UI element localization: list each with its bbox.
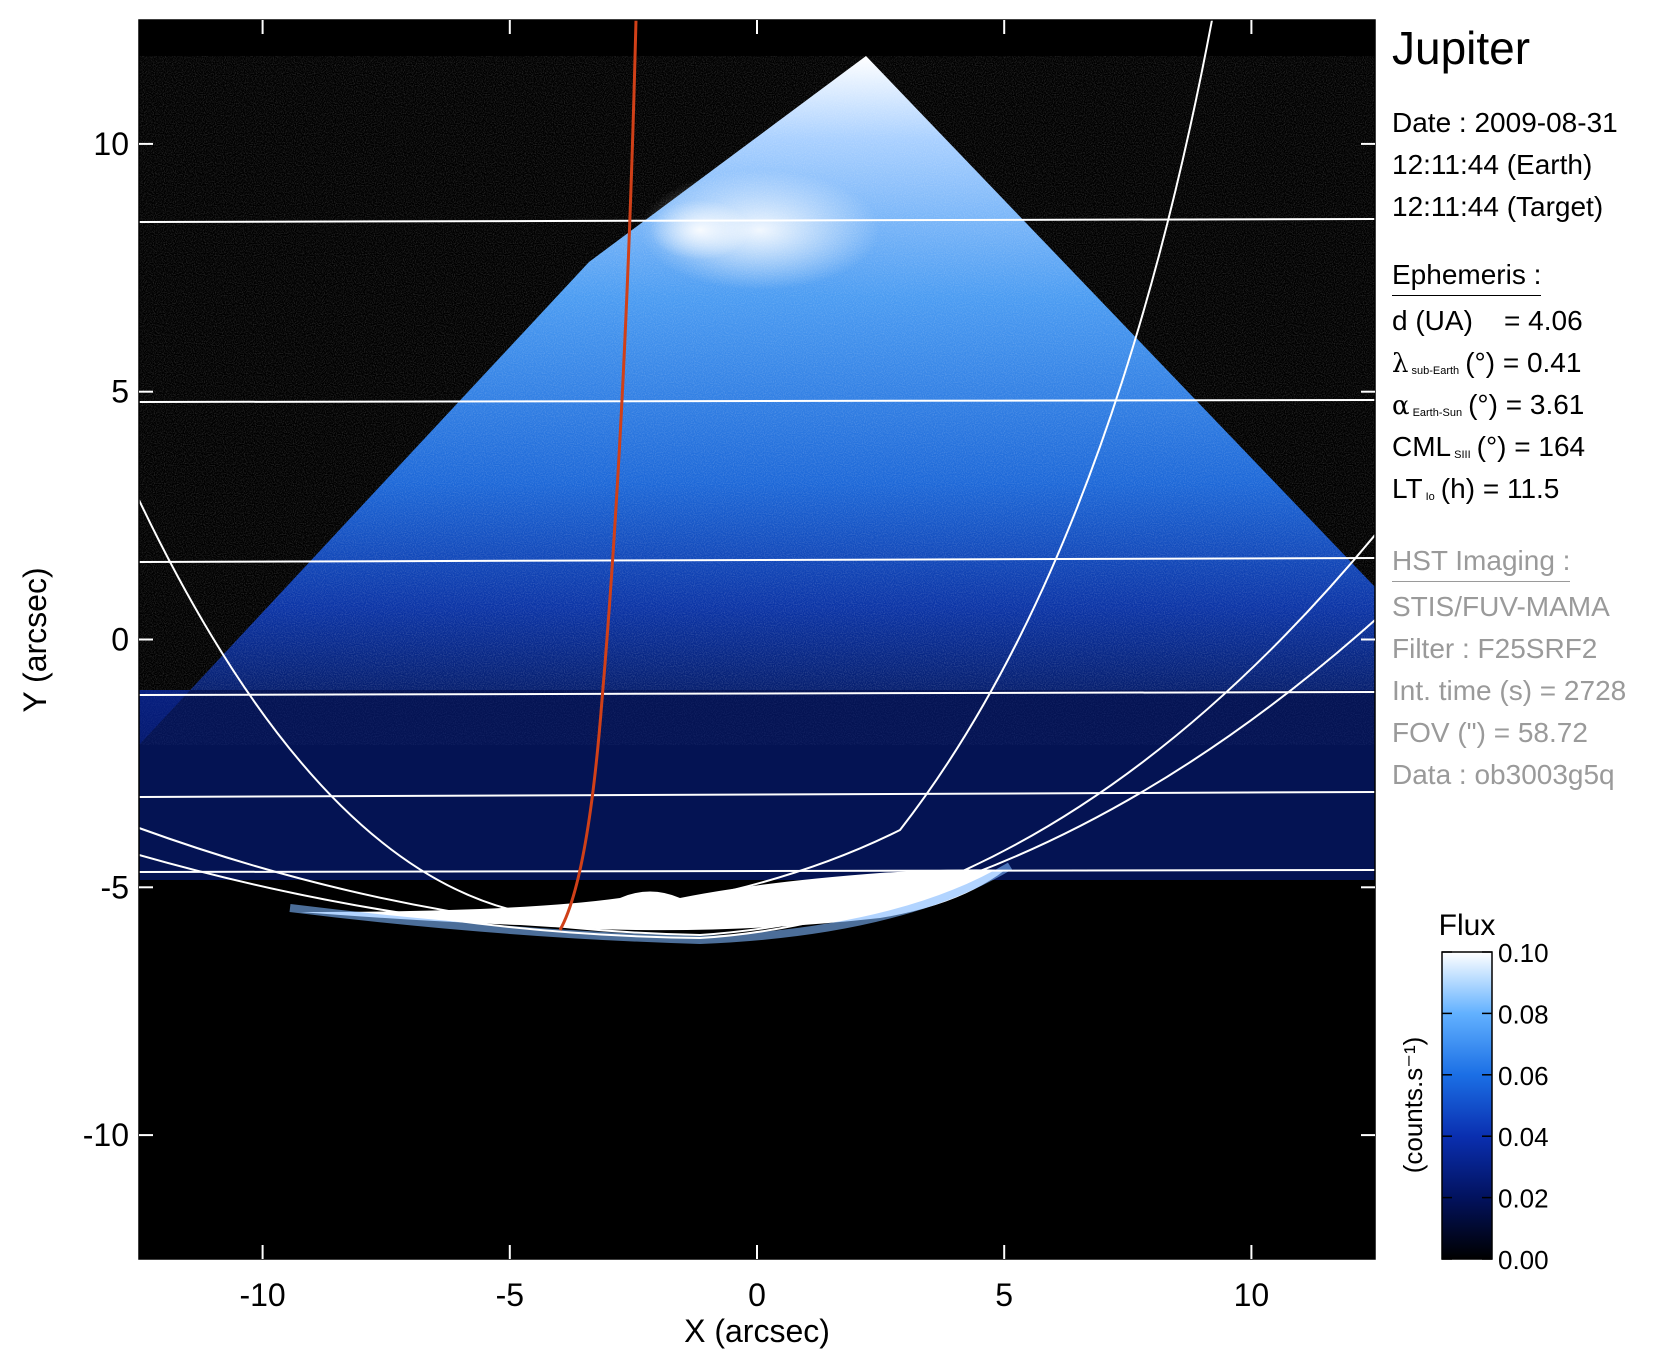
y-tick-label: -5: [101, 869, 129, 905]
hst-fov: FOV (") = 58.72: [1392, 717, 1588, 748]
longitude-line: [139, 534, 1375, 940]
y-tick-label: -10: [83, 1117, 129, 1153]
ephemeris-cml: CML SIII (°) = 164: [1392, 430, 1585, 472]
lt-value: = 11.5: [1482, 473, 1560, 504]
colorbar-title: Flux: [1439, 909, 1496, 942]
bright-patch-2: [650, 200, 750, 260]
y-tick-label: 5: [111, 374, 129, 410]
x-tick-label: 10: [1234, 1277, 1270, 1313]
ephemeris-header: Ephemeris :: [1392, 258, 1542, 296]
ephemeris-lt-io: LT Io (h) = 11.5: [1392, 472, 1559, 514]
longitude-line: [559, 904, 881, 923]
phase-angle-unit: (°): [1468, 389, 1498, 420]
cml-subscript: SIII: [1454, 449, 1471, 461]
lt-symbol: LT: [1392, 473, 1423, 504]
plot-axes: -10 -5 0 5 10 -10 -5 0 5 10: [83, 19, 1376, 1313]
sub-earth-subscript: sub-Earth: [1411, 365, 1460, 377]
cml-symbol: CML: [1392, 431, 1452, 462]
sub-earth-value: = 0.41: [1502, 347, 1582, 378]
colorbar-unit-label: (counts.s⁻¹): [1398, 1037, 1428, 1174]
hst-header-text: HST Imaging :: [1392, 544, 1571, 582]
lt-unit: (h): [1440, 473, 1476, 504]
planet-title: Jupiter: [1392, 22, 1531, 74]
sub-earth-unit: (°): [1465, 347, 1496, 378]
latitude-line: [139, 791, 1375, 798]
earth-time: 12:11:44 (Earth): [1392, 149, 1593, 180]
y-tick-label: 10: [93, 126, 129, 162]
y-tick-label: 0: [111, 622, 129, 658]
ephemeris-phase-angle: α Earth-Sun (°) = 3.61: [1392, 388, 1584, 430]
colorbar-tick-label: 0.04: [1498, 1122, 1549, 1152]
phase-angle-symbol: α: [1392, 391, 1410, 421]
x-tick-label: -10: [239, 1277, 285, 1313]
observation-date: Date : 2009-08-31: [1392, 107, 1618, 138]
colorbar-ticks: 0.10 0.08 0.06 0.04 0.02 0.00: [1442, 938, 1549, 1275]
cml-unit: (°): [1476, 431, 1507, 462]
longitude-line: [139, 499, 561, 919]
x-tick-label: 5: [995, 1277, 1013, 1313]
latitude-line: [139, 399, 1375, 403]
colorbar-tick-label: 0.08: [1498, 999, 1549, 1029]
ephemeris-distance: d (UA) = 4.06: [1392, 304, 1583, 338]
latitude-line: [139, 691, 1375, 696]
ephemeris-header-text: Ephemeris :: [1392, 258, 1542, 296]
colorbar-tick-label: 0.00: [1498, 1245, 1549, 1275]
longitude-line: [139, 619, 1375, 937]
lt-subscript: Io: [1425, 491, 1435, 503]
hst-int-time: Int. time (s) = 2728: [1392, 675, 1627, 706]
phase-angle-subscript: Earth-Sun: [1412, 407, 1463, 419]
colorbar-tick-label: 0.10: [1498, 938, 1549, 968]
latitude-line: [139, 557, 1375, 563]
ephemeris-sub-earth: λ sub-Earth (°) = 0.41: [1392, 346, 1581, 388]
x-axis-label: X (arcsec): [684, 1313, 830, 1349]
colorbar-tick-label: 0.02: [1498, 1184, 1549, 1214]
hst-header: HST Imaging :: [1392, 544, 1571, 582]
auroral-oval-halo: [289, 862, 1013, 945]
target-time: 12:11:44 (Target): [1392, 191, 1604, 222]
sub-earth-symbol: λ: [1392, 349, 1409, 379]
coordinate-grid: [139, 20, 1375, 940]
x-tick-label: -5: [496, 1277, 524, 1313]
io-footprint-curve: [558, 20, 638, 931]
longitude-line: [559, 20, 1213, 919]
colorbar-tick-label: 0.06: [1498, 1061, 1549, 1091]
x-tick-label: 0: [748, 1277, 766, 1313]
hst-data: Data : ob3003g5q: [1392, 759, 1615, 790]
y-axis-label: Y (arcsec): [17, 567, 53, 712]
hst-instrument: STIS/FUV-MAMA: [1392, 591, 1610, 622]
latitude-line: [139, 869, 1375, 873]
cml-value: = 164: [1514, 431, 1586, 462]
disk-lower-fade: [139, 690, 1375, 880]
phase-angle-value: = 3.61: [1505, 389, 1585, 420]
hst-filter: Filter : F25SRF2: [1392, 633, 1598, 664]
distance-value: = 4.06: [1504, 305, 1583, 336]
distance-label: d (UA): [1392, 305, 1473, 336]
colorbar: [1441, 951, 1493, 1260]
